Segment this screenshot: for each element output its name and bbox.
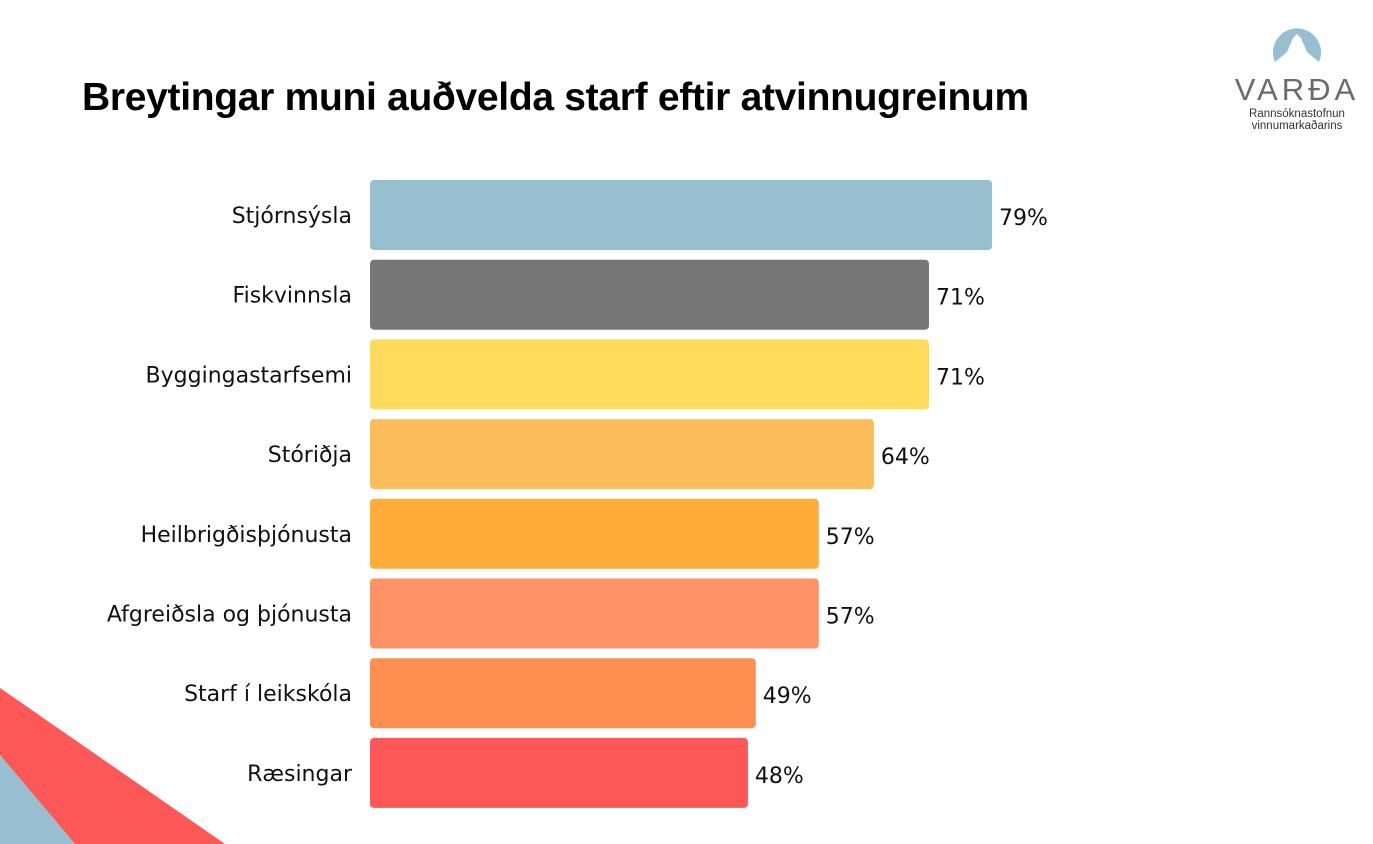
varda-logo: VARÐA Rannsóknastofnun vinnumarkaðarins [1232,24,1362,132]
logo-subtitle-2: vinnumarkaðarins [1251,120,1343,132]
value-label: 49% [763,684,812,709]
category-label: Stjórnsýsla [232,204,352,229]
chart-title: Breytingar muni auðvelda starf eftir atv… [82,76,1029,119]
category-label: Starf í leikskóla [184,682,352,707]
value-label: 71% [936,286,985,311]
category-label: Afgreiðsla og þjónusta [107,603,352,628]
value-label: 79% [999,206,1048,231]
bar-0 [370,180,992,250]
bar-7 [370,737,748,808]
category-label: Byggingastarfsemi [146,363,352,388]
red-stripe [0,688,225,844]
value-label: 48% [755,764,804,789]
category-label: Stóriðja [268,443,352,468]
bar-5 [370,578,819,649]
value-label: 64% [881,445,930,470]
logo-subtitle-1: Rannsóknastofnun [1249,108,1345,120]
bar-2 [370,339,930,410]
category-label: Fiskvinnsla [233,284,352,309]
value-label: 57% [826,525,875,550]
category-label: Ræsingar [247,762,353,787]
logo-name: VARÐA [1234,72,1360,107]
blue-stripe [0,755,75,844]
bar-6 [370,658,756,729]
category-label: Heilbrigðisþjónusta [141,523,352,548]
bar-1 [370,259,930,330]
value-label: 71% [936,365,985,390]
mountain-sun-icon [1273,28,1321,62]
bar-3 [370,419,874,490]
value-label: 57% [826,605,875,630]
bar-4 [370,498,819,569]
